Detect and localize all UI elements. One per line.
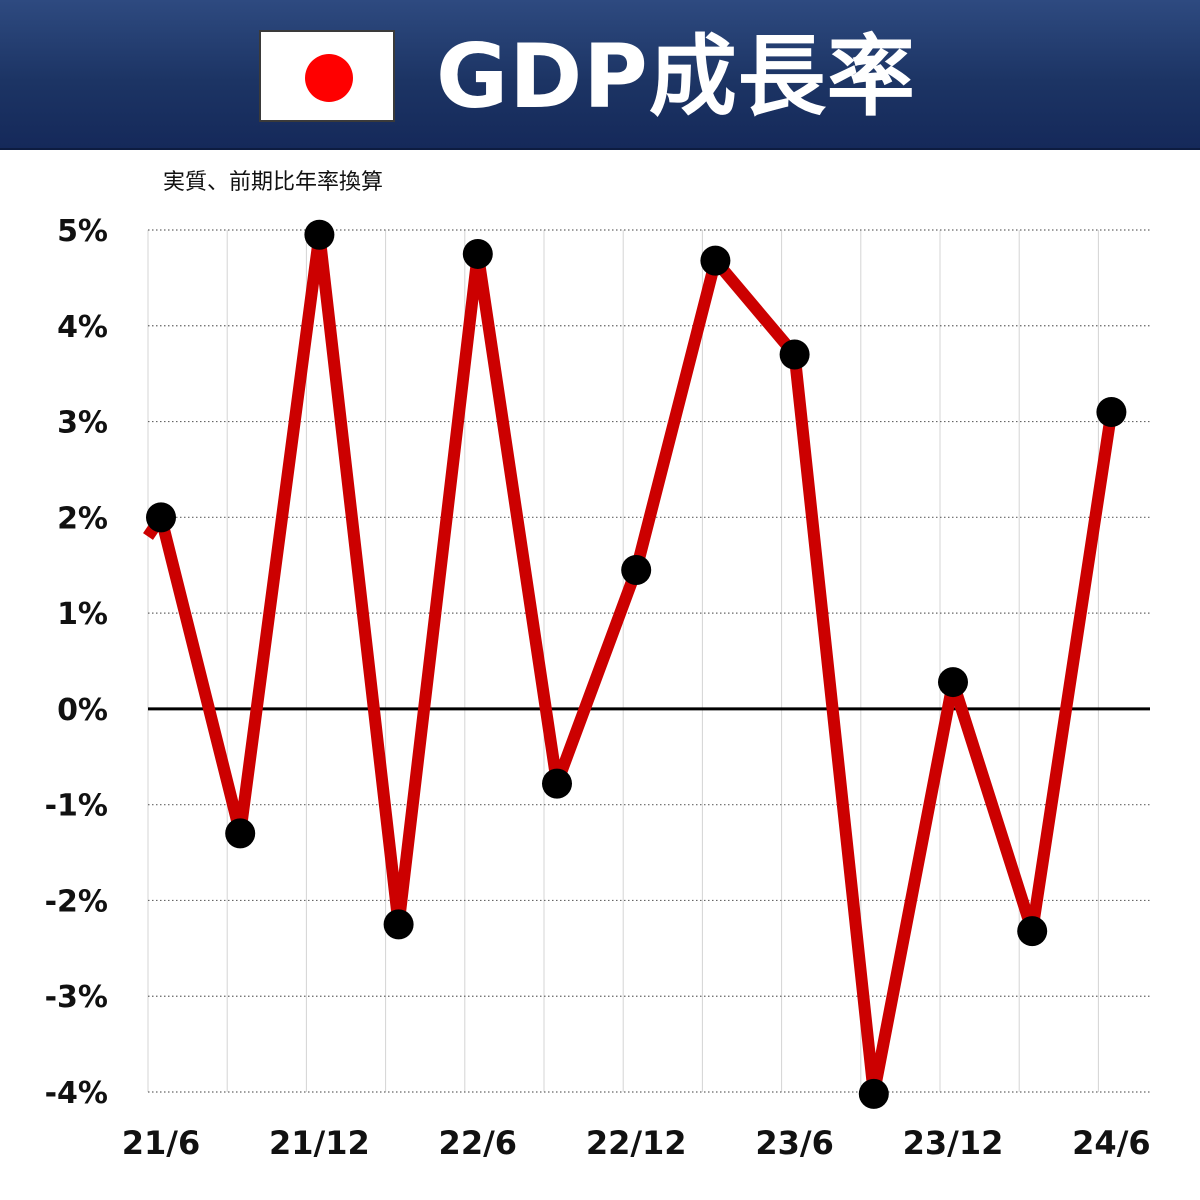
data-point-markers — [146, 219, 1127, 1109]
vertical-gridlines — [147, 230, 1099, 1092]
data-point — [383, 909, 414, 940]
data-point — [542, 768, 572, 799]
x-tick-label: 23/12 — [903, 1124, 1004, 1162]
x-tick-label: 23/6 — [755, 1124, 833, 1162]
data-point — [304, 219, 335, 250]
y-tick-label: -3% — [45, 980, 108, 1015]
x-axis-tick-labels: 21/6 21/12 22/6 22/12 23/6 23/12 24/6 — [122, 1124, 1151, 1162]
data-point — [1017, 916, 1048, 947]
x-tick-label: 22/6 — [439, 1124, 517, 1162]
gdp-series — [143, 234, 1118, 1096]
y-tick-label: 5% — [57, 214, 108, 249]
chart-subtitle: 実質、前期比年率換算 — [163, 170, 384, 195]
x-tick-label: 24/6 — [1072, 1124, 1150, 1162]
flag-red-disc — [305, 54, 353, 102]
data-point — [1096, 396, 1127, 427]
data-point — [621, 555, 652, 586]
japan-flag-icon — [259, 30, 395, 122]
x-tick-label: 21/6 — [122, 1124, 200, 1162]
data-point — [225, 818, 256, 849]
y-tick-label: 2% — [57, 501, 108, 536]
data-point — [779, 339, 810, 370]
title-banner: GDP成長率 — [0, 0, 1200, 150]
series-line — [143, 234, 1118, 1096]
y-axis-tick-labels: 5% 4% 3% 2% 1% 0% -1% -2% -3% -4% — [45, 214, 108, 1111]
x-tick-label: 22/12 — [586, 1124, 687, 1162]
chart-title: GDP成長率 — [436, 25, 916, 128]
y-tick-label: 1% — [57, 597, 108, 632]
data-point — [146, 502, 176, 533]
y-tick-label: -1% — [45, 789, 108, 824]
data-point — [938, 667, 968, 698]
data-point — [858, 1078, 889, 1109]
y-tick-label: 4% — [57, 310, 108, 345]
y-tick-label: -4% — [45, 1076, 108, 1111]
y-tick-label: -2% — [45, 884, 108, 919]
data-point — [462, 238, 493, 269]
y-tick-label: 0% — [57, 693, 108, 728]
y-tick-label: 3% — [57, 406, 108, 441]
data-point — [700, 245, 731, 276]
x-tick-label: 21/12 — [269, 1124, 370, 1162]
